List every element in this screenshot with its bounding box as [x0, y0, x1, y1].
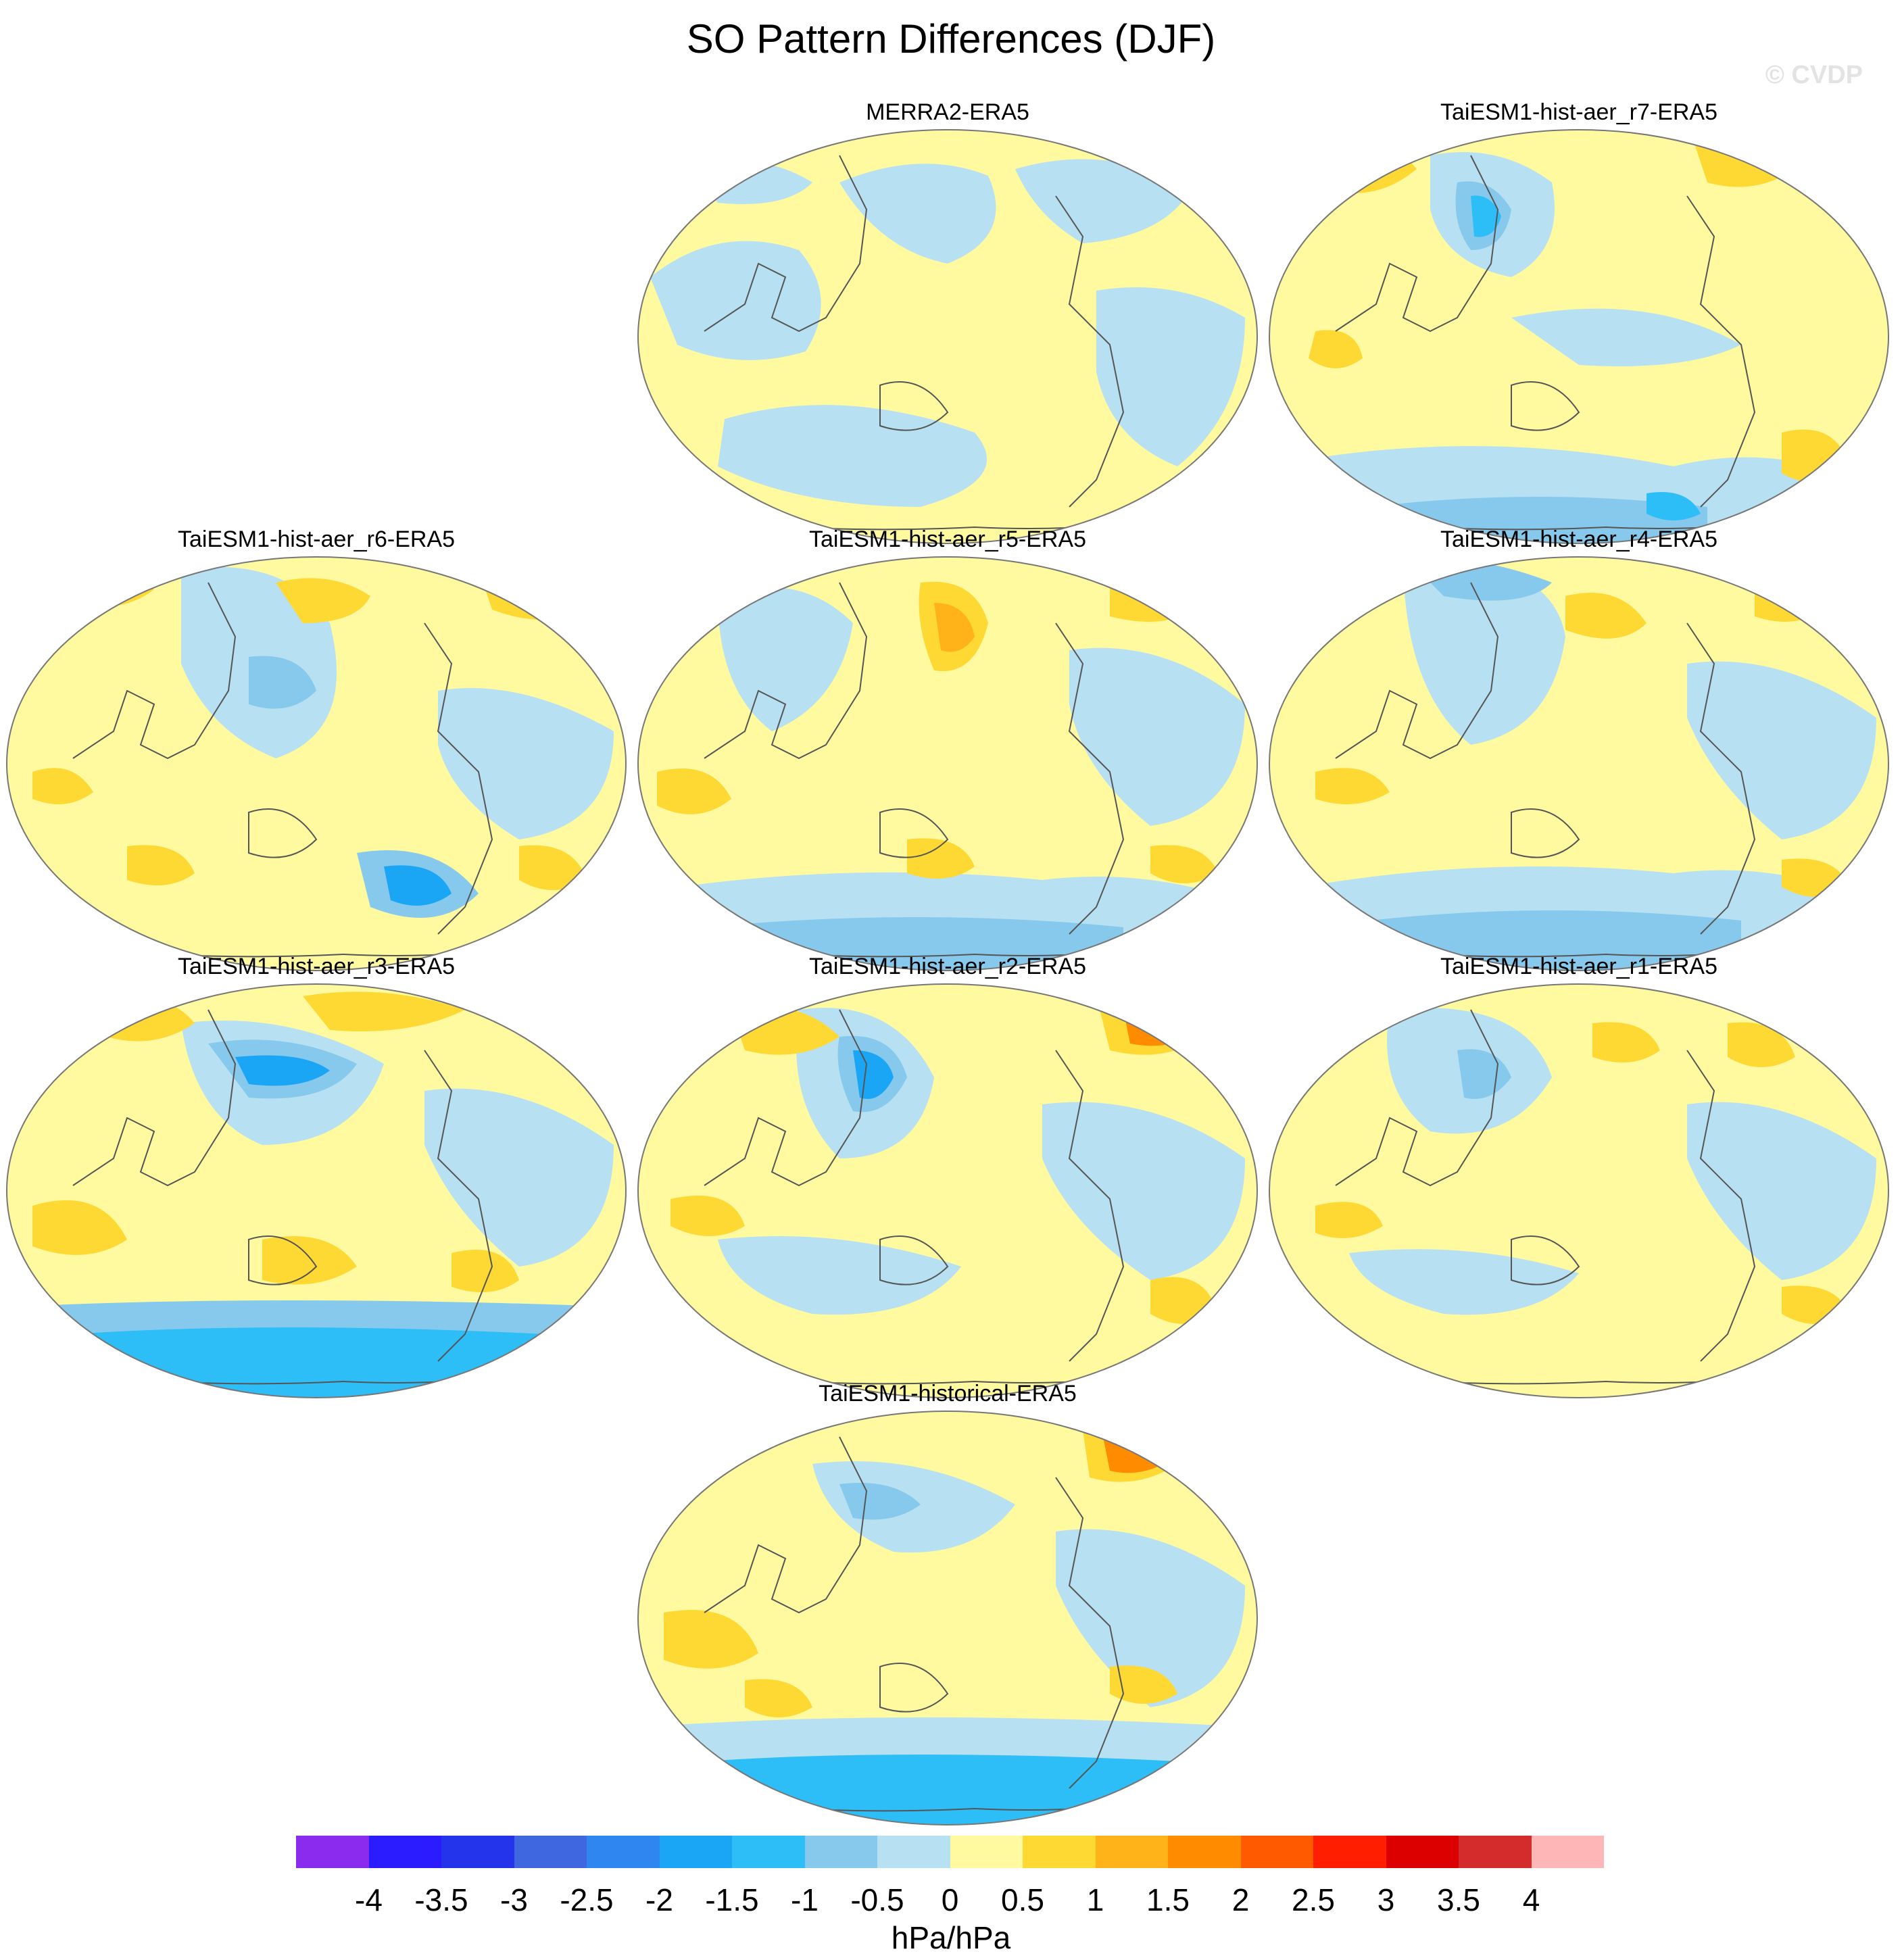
colorbar-tick-label: 3.5	[1437, 1882, 1480, 1917]
colorbar-segment	[950, 1836, 1023, 1868]
panel-title: TaiESM1-hist-aer_r1-ERA5	[1440, 954, 1718, 979]
map-merra2	[637, 129, 1258, 544]
panel-title: TaiESM1-hist-aer_r6-ERA5	[177, 526, 456, 552]
colorbar-segment	[587, 1836, 660, 1868]
map-r5	[637, 556, 1258, 971]
colorbar-segment	[1459, 1836, 1532, 1868]
colorbar-segment	[1168, 1836, 1241, 1868]
colorbar-tick-label: -1.5	[705, 1882, 759, 1917]
colorbar-segment	[441, 1836, 514, 1868]
colorbar-segment	[1531, 1836, 1604, 1868]
panel-title: MERRA2-ERA5	[866, 99, 1029, 125]
colorbar-segment	[732, 1836, 805, 1868]
colorbar-tick-label: -2.5	[560, 1882, 614, 1917]
colorbar-tick-label: 0	[941, 1882, 959, 1917]
colorbar-segment	[659, 1836, 732, 1868]
panel-title: TaiESM1-hist-aer_r5-ERA5	[808, 526, 1087, 552]
panel-title: TaiESM1-hist-aer_r3-ERA5	[177, 954, 456, 979]
colorbar-tick-label: -2	[645, 1882, 673, 1917]
colorbar-tick-label: 4	[1522, 1882, 1540, 1917]
panel-title: TaiESM1-hist-aer_r2-ERA5	[808, 954, 1087, 979]
colorbar-tick-label: -4	[355, 1882, 383, 1917]
colorbar-segment	[1386, 1836, 1459, 1868]
panel-title: TaiESM1-hist-aer_r7-ERA5	[1440, 99, 1718, 125]
colorbar-tick-label: -1	[791, 1882, 819, 1917]
colorbar-segment	[368, 1836, 441, 1868]
panel-title: TaiESM1-hist-aer_r4-ERA5	[1440, 526, 1718, 552]
colorbar-segment	[296, 1836, 369, 1868]
colorbar-segment	[1240, 1836, 1313, 1868]
colorbar-segment	[514, 1836, 587, 1868]
colorbar-tick-label: 3	[1377, 1882, 1395, 1917]
colorbar-tick-label: -0.5	[850, 1882, 904, 1917]
panel-title: TaiESM1-historical-ERA5	[819, 1381, 1077, 1406]
colorbar-tick-label: 1	[1086, 1882, 1104, 1917]
units-label: hPa/hPa	[891, 1920, 1011, 1955]
map-r2	[637, 983, 1258, 1398]
colorbar-tick-label: 2.5	[1292, 1882, 1335, 1917]
colorbar-tick-label: 0.5	[1001, 1882, 1044, 1917]
map-historical	[637, 1411, 1258, 1826]
colorbar-tick-label: -3	[500, 1882, 528, 1917]
map-r1	[1269, 983, 1889, 1398]
map-r7	[1269, 129, 1889, 544]
colorbar-tick-label: -3.5	[414, 1882, 468, 1917]
figure-title: SO Pattern Differences (DJF)	[686, 16, 1216, 62]
map-r6	[6, 556, 627, 971]
cvdp-watermark: © CVDP	[1765, 61, 1863, 89]
colorbar-tick-label: 1.5	[1146, 1882, 1190, 1917]
colorbar-tick-label: 2	[1232, 1882, 1250, 1917]
map-r3	[6, 983, 627, 1398]
colorbar-segment	[1023, 1836, 1096, 1868]
colorbar-segment	[1095, 1836, 1168, 1868]
colorbar-segment	[1313, 1836, 1386, 1868]
colorbar-segment	[804, 1836, 877, 1868]
map-r4	[1269, 556, 1889, 971]
colorbar-segment	[877, 1836, 950, 1868]
